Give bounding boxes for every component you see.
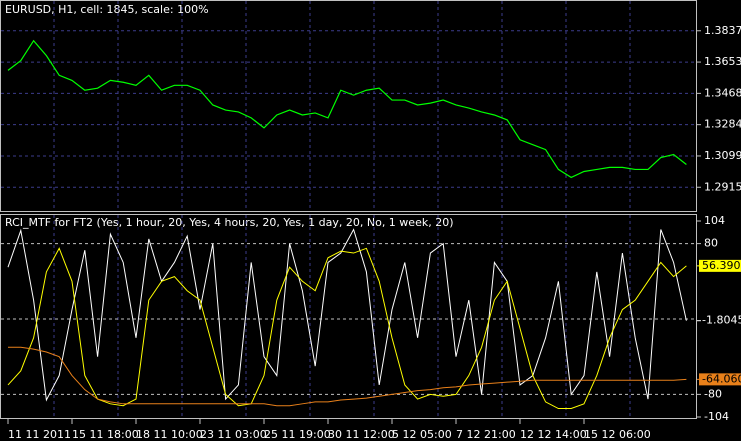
y-tick-label: 80 bbox=[704, 237, 718, 250]
y-tick-label: -80 bbox=[704, 387, 722, 400]
x-tick-label: 7 12 21:00 bbox=[456, 428, 516, 441]
series-line bbox=[7, 228, 687, 402]
x-tick-label: 12 12 14:00 bbox=[520, 428, 587, 441]
y-tick-label: 1.32840 bbox=[704, 118, 741, 131]
indicator-pane bbox=[0, 214, 697, 419]
value-label: -1.8045 bbox=[702, 314, 741, 327]
y-tick-label: 104 bbox=[704, 214, 725, 227]
series-line bbox=[8, 346, 687, 407]
x-tick-label: 25 11 19:00 bbox=[264, 428, 331, 441]
value-label-box bbox=[699, 373, 741, 386]
indicator-title: RCI_MTF for FT2 (Yes, 1 hour, 20, Yes, 4… bbox=[5, 216, 454, 229]
y-tick-label: 1.30995 bbox=[704, 149, 741, 162]
x-tick-label: 15 12 06:00 bbox=[584, 428, 651, 441]
x-tick-label: 30 11 12:00 bbox=[328, 428, 395, 441]
value-label: -64.060 bbox=[702, 372, 741, 385]
x-tick-label: 23 11 03:00 bbox=[200, 428, 267, 441]
price-pane bbox=[0, 0, 697, 212]
price-line bbox=[7, 39, 687, 179]
chart-title: EURUSD, H1, cell: 1845, scale: 100% bbox=[5, 3, 209, 16]
y-tick-label: 1.34685 bbox=[704, 86, 741, 99]
y-tick-label: -104 bbox=[704, 410, 729, 423]
value-label-box bbox=[699, 259, 741, 272]
y-tick-label: 1.36530 bbox=[704, 55, 741, 68]
x-tick-label: 5 12 05:00 bbox=[392, 428, 452, 441]
series-line bbox=[7, 247, 687, 410]
x-tick-label: 15 11 18:00 bbox=[72, 428, 139, 441]
value-label: 56.3909 bbox=[702, 259, 741, 272]
y-tick-label: 1.29150 bbox=[704, 180, 741, 193]
y-tick-label: 1.38375 bbox=[704, 24, 741, 37]
x-tick-label: 18 11 10:00 bbox=[136, 428, 203, 441]
x-tick-label: 11 11 2011 bbox=[8, 428, 71, 441]
